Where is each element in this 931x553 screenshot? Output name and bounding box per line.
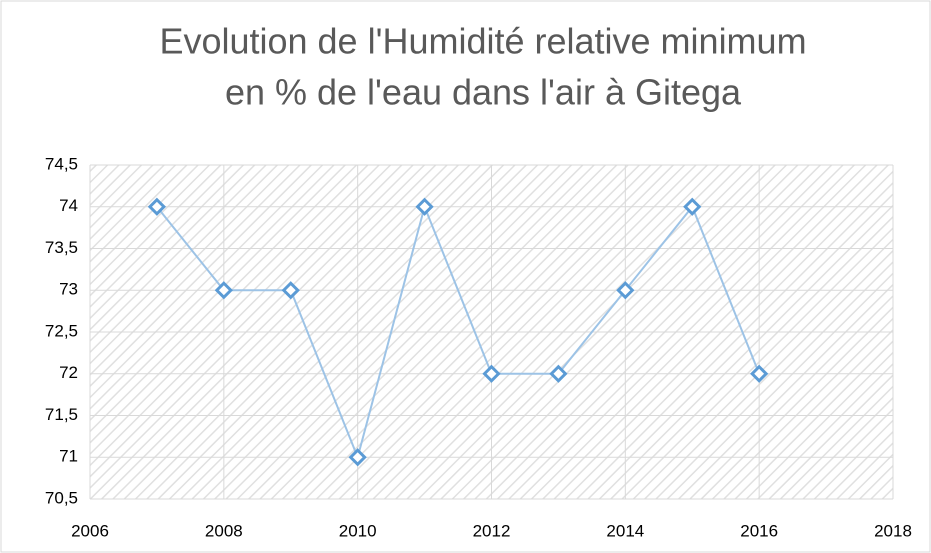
data-point xyxy=(348,448,367,467)
x-tick-label: 2016 xyxy=(740,521,778,540)
y-tick-label: 72 xyxy=(59,363,78,382)
x-tick-label: 2018 xyxy=(874,521,912,540)
y-tick-label: 73,5 xyxy=(45,238,78,257)
data-point xyxy=(147,197,167,216)
chart-title: en % de l'eau dans l'air à Gitega xyxy=(225,72,742,113)
y-tick-label: 73 xyxy=(59,280,78,299)
data-point xyxy=(683,197,702,216)
x-tick-label: 2010 xyxy=(339,521,377,540)
y-tick-label: 74,5 xyxy=(45,154,78,173)
y-tick-label: 70,5 xyxy=(45,488,78,507)
data-point xyxy=(415,197,434,216)
data-point xyxy=(616,281,635,300)
data-point xyxy=(549,364,568,383)
data-point xyxy=(281,281,300,300)
x-tick-label: 2014 xyxy=(606,521,644,540)
y-tick-label: 71 xyxy=(59,447,78,466)
y-tick-label: 71,5 xyxy=(45,405,78,424)
data-point xyxy=(214,281,233,300)
y-tick-label: 74 xyxy=(59,196,78,215)
series-line xyxy=(156,203,761,461)
data-point xyxy=(750,364,769,383)
y-tick-label: 72,5 xyxy=(45,321,78,340)
x-tick-label: 2008 xyxy=(205,521,243,540)
chart-title: Evolution de l'Humidité relative minimum xyxy=(159,21,806,62)
x-tick-label: 2006 xyxy=(71,521,109,540)
x-tick-label: 2012 xyxy=(473,521,511,540)
data-point xyxy=(482,364,501,383)
